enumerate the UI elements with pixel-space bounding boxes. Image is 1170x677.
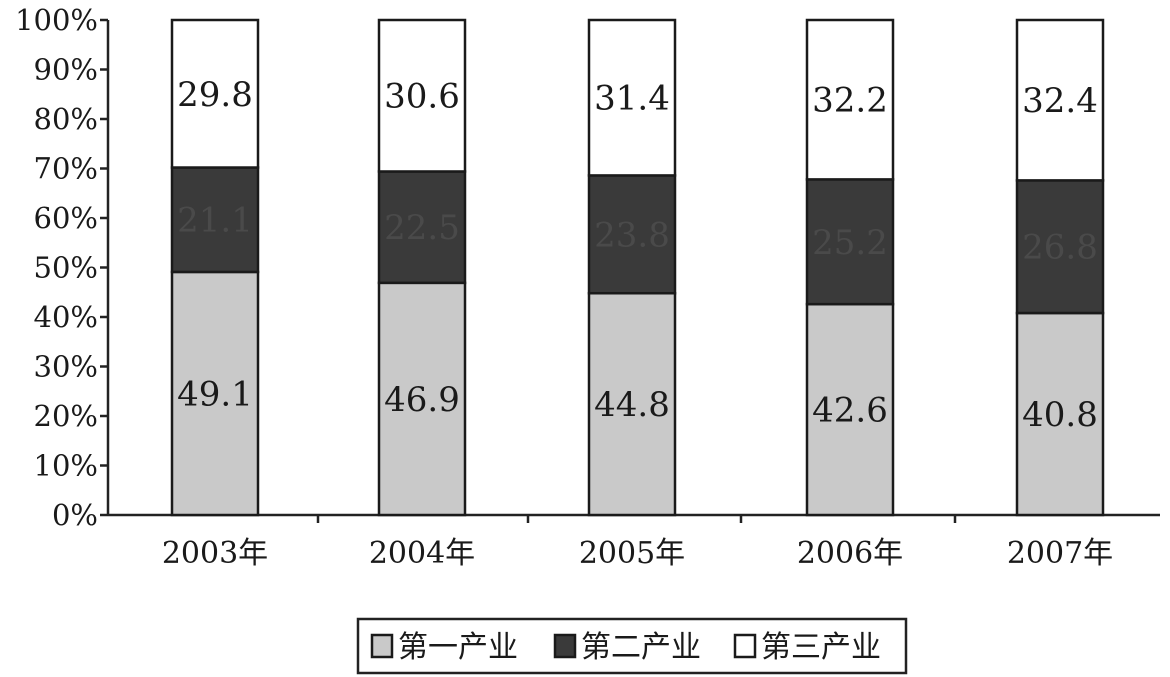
- data-labels: 49.1 21.1 29.8 46.9 22.5 30.6 44.8 23.8 31.4 42.6…: [177, 75, 1098, 435]
- bar-segment: [170, 270, 260, 517]
- data-label: 40.8: [1022, 395, 1098, 435]
- bar-segment: [377, 281, 467, 517]
- category-labels: 2003年 2004年 2005年 2006年 2007年: [162, 536, 1113, 571]
- y-tick-label: 70%: [34, 152, 98, 186]
- legend-swatch: [733, 633, 757, 659]
- data-label: 32.2: [812, 81, 888, 121]
- data-label: 49.1: [177, 374, 253, 414]
- legend-label: 第二产业: [581, 630, 701, 665]
- y-tick-label: 0%: [52, 498, 98, 532]
- y-tick-label: 30%: [34, 350, 98, 384]
- legend-label: 第三产业: [761, 630, 881, 665]
- data-label: 31.4: [594, 79, 670, 119]
- legend-label: 第一产业: [398, 630, 518, 665]
- data-label: 46.9: [384, 380, 460, 420]
- data-label: 30.6: [384, 77, 460, 117]
- x-tick-label: 2007年: [1007, 536, 1113, 571]
- bar-segment: [1015, 179, 1105, 315]
- bar-segment: [1015, 18, 1105, 182]
- y-tick-label: 10%: [34, 449, 98, 483]
- data-label: 42.6: [812, 391, 888, 431]
- y-tick-label: 100%: [15, 3, 98, 37]
- legend: 第一产业 第二产业 第三产业: [356, 617, 908, 675]
- bar-segment: [170, 166, 260, 274]
- bar-segment: [377, 170, 467, 285]
- y-tick-label: 80%: [34, 102, 98, 136]
- bar-segment: [377, 18, 467, 173]
- x-tick-label: 2004年: [369, 536, 475, 571]
- data-label: 21.1: [177, 201, 253, 241]
- x-tick-label: 2003年: [162, 536, 268, 571]
- data-label: 44.8: [594, 385, 670, 425]
- y-tick-label: 20%: [34, 399, 98, 433]
- data-label: 26.8: [1022, 228, 1098, 268]
- y-tick-label: 40%: [34, 300, 98, 334]
- bar-segment: [587, 174, 677, 295]
- data-label: 25.2: [812, 223, 888, 263]
- y-tick-label: 50%: [34, 251, 98, 285]
- legend-swatch: [370, 633, 394, 659]
- y-tick-label: 90%: [34, 53, 98, 87]
- y-tick-label: 60%: [34, 201, 98, 235]
- y-axis: 0% 10% 20% 30% 40% 50% 60% 70% 80% 90% 100%: [15, 3, 110, 532]
- bar-segment: [805, 302, 895, 517]
- legend-box: [356, 617, 908, 675]
- data-label: 29.8: [177, 75, 253, 115]
- bar-segment: [587, 18, 677, 177]
- bar-segment: [1015, 311, 1105, 517]
- bar-segment: [170, 18, 260, 169]
- bar-segment: [805, 18, 895, 181]
- x-tick-label: 2005年: [579, 536, 685, 571]
- data-label: 32.4: [1022, 81, 1098, 121]
- legend-swatch: [553, 633, 577, 659]
- data-label: 23.8: [594, 215, 670, 255]
- x-tick-label: 2006年: [797, 536, 903, 571]
- bars: [170, 18, 1105, 517]
- data-label: 22.5: [384, 208, 460, 248]
